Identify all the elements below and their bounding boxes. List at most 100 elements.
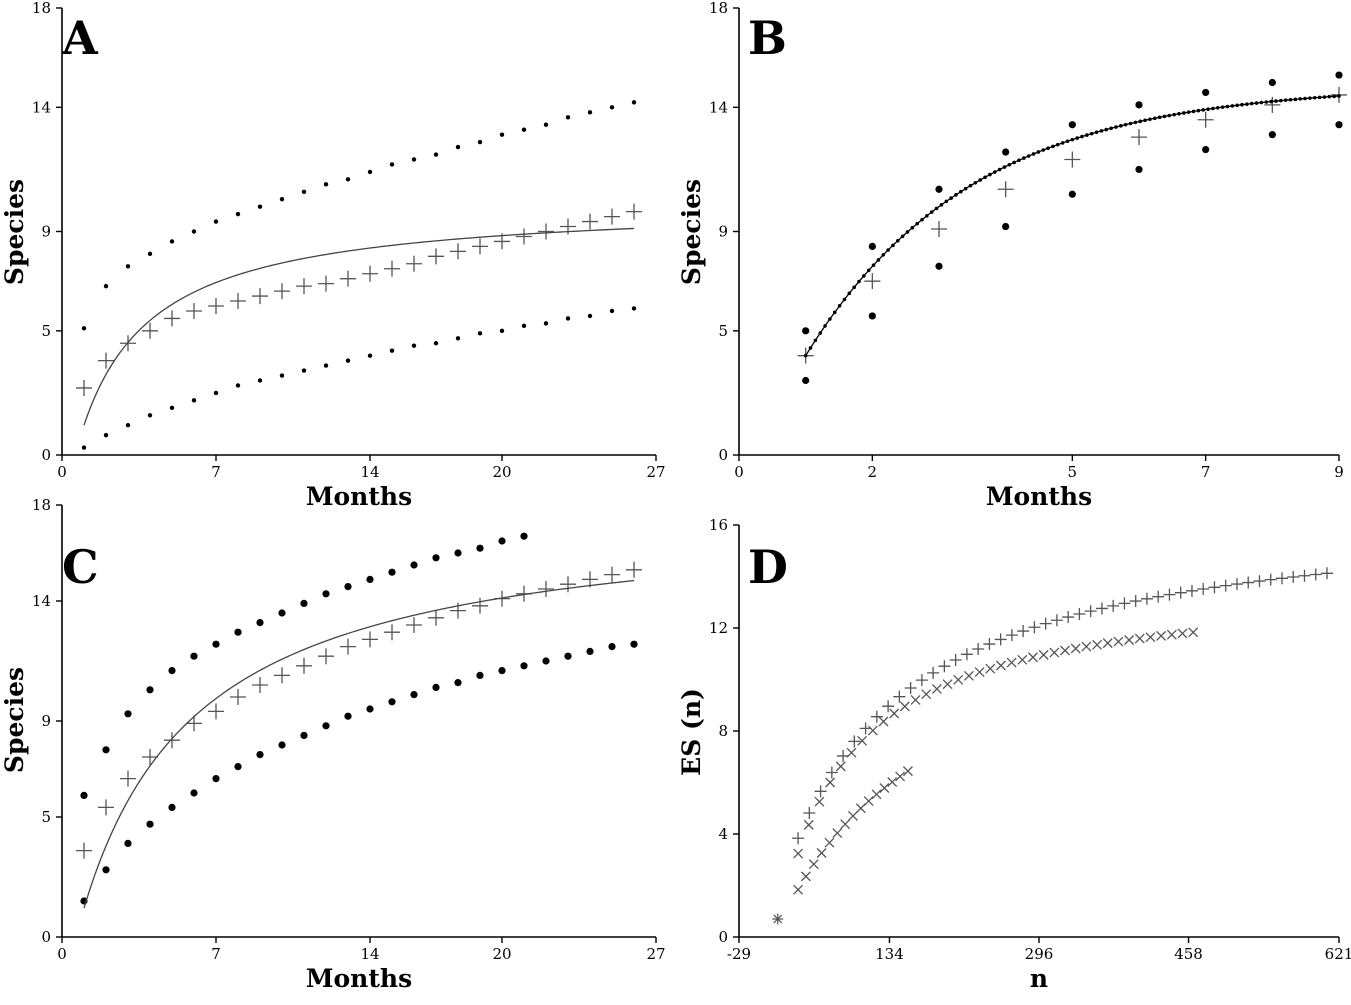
fit-curve-dot (1337, 94, 1341, 98)
point-plus (1028, 621, 1041, 634)
point-plus (837, 749, 850, 762)
fit-curve-dot (1283, 98, 1288, 102)
point-dot (323, 182, 329, 187)
fit-curve-dot (852, 285, 856, 290)
point-plus (931, 221, 947, 238)
point-x (942, 679, 953, 690)
point-x (1145, 632, 1156, 643)
point-plus (472, 238, 488, 255)
point-dot (433, 152, 439, 157)
point-dot (1002, 222, 1010, 231)
point-dot (190, 652, 198, 660)
point-dot (498, 537, 506, 545)
point-x (846, 747, 857, 758)
series-series-1 (792, 567, 1333, 845)
point-dot (1268, 78, 1276, 87)
fit-curve (83, 579, 635, 909)
fit-curve-dot (1322, 95, 1327, 99)
point-dot (565, 316, 571, 321)
x-tick-label: 7 (211, 945, 221, 963)
point-x (1166, 629, 1177, 640)
y-tick-label: 18 (709, 0, 728, 17)
y-tick-label: 5 (718, 322, 728, 340)
point-plus (893, 690, 906, 703)
fit-curve-dot (1225, 104, 1230, 109)
fit-curve-dot (905, 230, 910, 234)
fit-curve-dot (1017, 158, 1021, 163)
point-x (1134, 633, 1145, 644)
point-plus (904, 682, 917, 695)
point-x (1049, 647, 1060, 658)
point-plus (1107, 599, 1120, 612)
panel-letter: A (61, 11, 99, 65)
point-x (1006, 657, 1017, 668)
fit-curve-dot (1317, 95, 1322, 100)
point-x (793, 848, 804, 859)
point-x (855, 803, 866, 814)
point-dot (477, 139, 483, 145)
point-x (887, 777, 898, 787)
point-plus (450, 243, 466, 260)
series-observed (76, 561, 642, 859)
fit-curve-dot (973, 180, 978, 185)
point-plus (1017, 625, 1030, 638)
fit-curve-dot (1254, 101, 1259, 105)
point-dot (278, 609, 286, 617)
fit-curve-dot (968, 183, 973, 188)
point-plus (142, 749, 158, 765)
point-x (800, 871, 811, 882)
point-plus (859, 722, 872, 735)
x-axis-title: Months (306, 964, 412, 993)
y-tick-label: 0 (41, 446, 51, 464)
point-dot (213, 390, 219, 396)
point-dot (256, 619, 264, 627)
x-tick-label: 14 (360, 463, 379, 481)
point-x (808, 859, 819, 870)
point-plus (76, 379, 92, 396)
point-plus (1242, 576, 1255, 589)
fit-curve-dot (881, 253, 886, 257)
fit-curve-dot (871, 263, 876, 267)
series-lower-bound (81, 306, 637, 450)
point-dot (103, 432, 109, 438)
point-plus (915, 674, 928, 687)
fit-curve-dot (842, 297, 847, 302)
series-upper-bound (80, 532, 528, 800)
point-x (1113, 636, 1124, 647)
fit-curve-dot (1089, 131, 1094, 136)
point-plus (406, 617, 422, 633)
point-x (1028, 652, 1038, 663)
point-dot (630, 640, 638, 648)
x-tick-label: 0 (734, 463, 744, 481)
point-dot (388, 568, 396, 576)
point-plus (803, 807, 816, 820)
y-tick-label: 14 (709, 98, 728, 116)
panel-letter: B (748, 11, 787, 65)
fit-curve-dot (1312, 95, 1317, 100)
point-x (889, 708, 900, 719)
point-plus (1131, 129, 1147, 146)
point-plus (848, 735, 861, 748)
fit-curve-dot (1264, 100, 1269, 104)
fit-curve-dot (1152, 116, 1157, 121)
fit-curve-dot (857, 279, 861, 284)
y-tick-label: 4 (718, 825, 728, 843)
point-x (848, 811, 858, 821)
point-dot (455, 144, 461, 150)
point-dot (520, 532, 528, 540)
fit-curve-dot (1191, 109, 1196, 114)
fit-curve-dot (1041, 148, 1046, 152)
x-tick-label: 296 (1025, 945, 1054, 963)
fit-curve-dot (1143, 118, 1147, 123)
point-dot (520, 662, 528, 670)
point-dot (565, 115, 571, 120)
point-plus (362, 265, 378, 282)
fit-curve-dot (954, 193, 958, 197)
fit-curve-dot (876, 258, 881, 262)
y-tick-label: 12 (709, 619, 728, 637)
point-dot (124, 710, 132, 718)
point-plus (1321, 567, 1333, 580)
fit-curve-dot (803, 353, 808, 358)
fit-curve-dot (1157, 115, 1162, 120)
fit-curve-dot (1104, 127, 1109, 132)
